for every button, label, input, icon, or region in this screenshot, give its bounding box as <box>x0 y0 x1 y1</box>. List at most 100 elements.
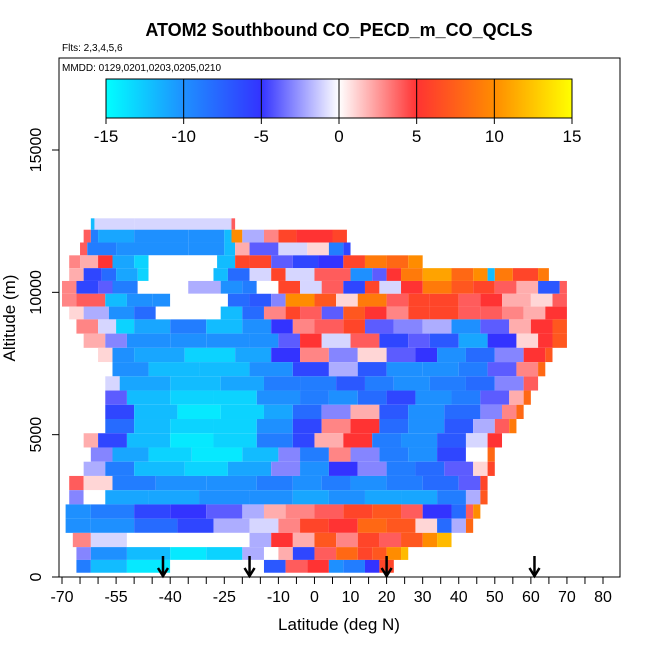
heatmap-cell-18-2 <box>134 461 185 476</box>
heatmap-cell-23-11 <box>379 532 402 548</box>
heatmap-cell-0-3 <box>231 218 236 230</box>
heatmap-cell-25-8 <box>307 559 329 573</box>
heatmap-cell-7-5 <box>170 306 221 320</box>
heatmap-cell-22-8 <box>328 518 358 533</box>
heatmap-cell-11-0 <box>98 362 113 377</box>
y-tick-label: 0 <box>28 572 45 581</box>
heatmap-cell-3-4 <box>134 255 149 269</box>
heatmap-cell-3-5 <box>148 255 171 269</box>
heatmap-cell-16-6 <box>292 433 315 448</box>
heatmap-cell-9-9 <box>350 333 380 348</box>
heatmap-cell-24-8 <box>292 547 315 560</box>
heatmap-cell-9-13 <box>458 333 488 348</box>
heatmap-cell-3-9 <box>249 255 272 269</box>
heatmap-cell-21-11 <box>401 504 423 519</box>
heatmap-cell-0-0 <box>90 218 95 230</box>
heatmap-cell-17-7 <box>328 447 351 462</box>
heatmap-cell-7-17 <box>458 306 481 320</box>
heatmap-cell-24-1 <box>90 547 127 560</box>
heatmap-cell-18-8 <box>357 461 387 476</box>
heatmap-cell-7-20 <box>523 306 546 320</box>
heatmap-cell-17-4 <box>242 447 279 462</box>
heatmap-cell-24-2 <box>126 547 171 560</box>
heatmap-cell-3-15 <box>386 255 409 269</box>
heatmap-cell-10-11 <box>437 347 466 363</box>
heatmap-cell-21-1 <box>90 504 135 519</box>
heatmap-cell-24-7 <box>278 547 293 560</box>
heatmap-cell-25-1 <box>90 559 127 573</box>
heatmap-cell-6-17 <box>458 293 481 307</box>
heatmap-cell-4-23 <box>538 268 549 281</box>
heatmap-cell-17-11 <box>437 447 466 462</box>
heatmap-cell-3-12 <box>318 255 344 269</box>
heatmap-cell-18-11 <box>444 461 474 476</box>
heatmap-cell-18-3 <box>184 461 228 476</box>
heatmap-cell-20-10 <box>437 490 466 505</box>
heatmap-cell-16-1 <box>98 433 127 448</box>
heatmap-cell-17-6 <box>300 447 329 462</box>
heatmap-cell-4-6 <box>177 268 214 281</box>
heatmap-cell-21-15 <box>473 504 481 519</box>
heatmap-cell-24-10 <box>336 547 358 560</box>
heatmap-cell-5-3 <box>112 280 138 294</box>
heatmap-cell-1-0 <box>83 229 91 243</box>
heatmap-cell-23-6 <box>271 532 293 548</box>
y-tick-label: 5000 <box>28 417 45 453</box>
heatmap-cell-15-0 <box>105 419 135 434</box>
heatmap-cell-12-4 <box>263 376 301 391</box>
heatmap-cell-19-12 <box>480 475 488 491</box>
heatmap-cell-7-14 <box>386 306 409 320</box>
heatmap-cell-20-8 <box>364 490 402 505</box>
heatmap-cell-12-7 <box>364 376 394 391</box>
heatmap-cell-10-7 <box>328 347 358 363</box>
heatmap-cell-21-5 <box>242 504 264 519</box>
heatmap-cell-22-2 <box>134 518 178 533</box>
heatmap-cell-4-10 <box>271 268 286 281</box>
heatmap-cell-10-1 <box>112 347 135 363</box>
heatmap-cell-24-3 <box>170 547 207 560</box>
heatmap-cell-3-7 <box>217 255 236 269</box>
heatmap-cell-20-11 <box>465 490 481 505</box>
heatmap-cell-8-2 <box>116 319 135 334</box>
heatmap-cell-22-7 <box>300 518 329 533</box>
heatmap-cell-7-11 <box>321 306 344 320</box>
heatmap-cell-22-5 <box>249 518 279 533</box>
plot-frame <box>58 57 621 578</box>
heatmap-cell-9-7 <box>300 333 322 348</box>
heatmap-cell-12-5 <box>300 376 337 391</box>
heatmap-cell-19-4 <box>206 475 257 491</box>
heatmap-cell-9-14 <box>487 333 517 348</box>
heatmap-cell-8-4 <box>170 319 207 334</box>
heatmap-cell-8-9 <box>314 319 344 334</box>
colorbar: -15 -10 -5 0 5 10 15 <box>94 78 581 146</box>
heatmap-cell-10-12 <box>465 347 495 363</box>
heatmap-cell-10-9 <box>386 347 416 363</box>
heatmap-cell-24-0 <box>76 547 91 560</box>
heatmap-cell-6-1 <box>76 293 106 307</box>
heatmap-cell-14-13 <box>516 404 524 420</box>
heatmap-cell-8-16 <box>509 319 531 334</box>
heatmap-cell-11-7 <box>357 362 387 377</box>
heatmap-cell-22-6 <box>278 518 301 533</box>
heatmap-cell-13-3 <box>213 390 257 405</box>
heatmap-cell-14-11 <box>480 404 503 420</box>
heatmap-cell-20-0 <box>69 490 84 505</box>
heatmap-cell-9-2 <box>126 333 171 348</box>
heatmap-cell-12-1 <box>119 376 171 391</box>
heatmap-cell-16-8 <box>343 433 373 448</box>
heatmap-cell-25-7 <box>285 559 308 573</box>
heatmap-cell-17-10 <box>408 447 438 462</box>
heatmap-cell-8-10 <box>343 319 365 334</box>
heatmap-cell-19-2 <box>112 475 156 491</box>
heatmap-cell-25-3 <box>170 559 207 573</box>
heatmap-cell-2-2 <box>116 242 189 256</box>
heatmap-cell-18-9 <box>386 461 416 476</box>
heatmap-cell-10-3 <box>184 347 236 363</box>
heatmap-cell-7-3 <box>134 306 156 320</box>
heatmap-cell-14-8 <box>379 404 409 420</box>
heatmap-cell-7-13 <box>364 306 387 320</box>
heatmap-cell-11-6 <box>328 362 358 377</box>
heatmap-cell-14-6 <box>321 404 351 420</box>
heatmap-cell-7-12 <box>343 306 365 320</box>
